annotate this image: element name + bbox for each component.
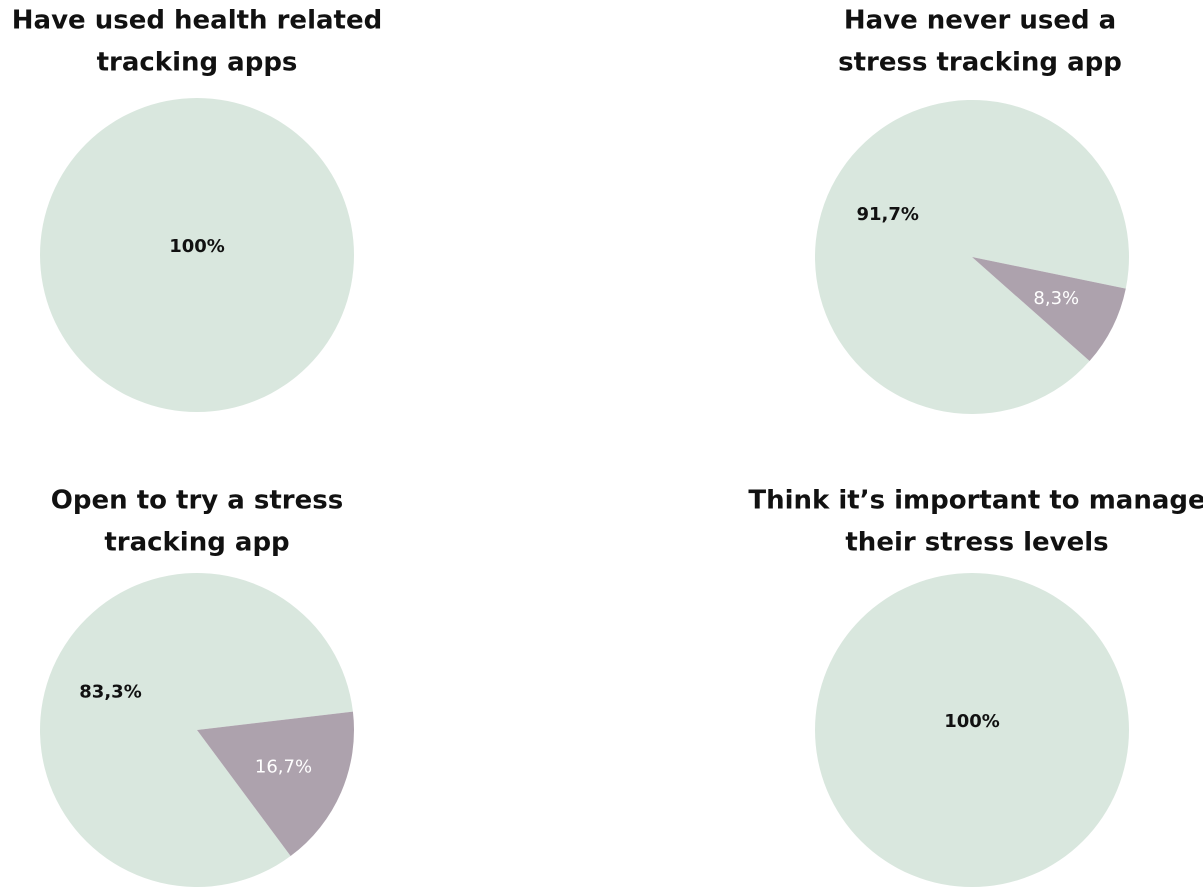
chart-title: tracking app	[104, 528, 289, 558]
data-label: 83,3%	[79, 682, 141, 703]
chart-title: Open to try a stress	[51, 486, 343, 516]
pie-slice	[40, 573, 353, 888]
pie-chart: Have never used a stress tracking app 91,7…	[814, 6, 1129, 415]
chart-title: Have used health related	[12, 6, 382, 36]
pie-chart: Have used health related tracking apps 100…	[12, 6, 382, 412]
chart-title: their stress levels	[845, 528, 1108, 558]
pie-slice	[197, 711, 354, 857]
data-label: 100%	[169, 236, 225, 257]
data-label: 100%	[944, 711, 1000, 732]
chart-title: Have never used a	[844, 6, 1116, 36]
pie-chart: Open to try a stress tracking app 83,3% 16,…	[40, 486, 354, 888]
data-label: 91,7%	[857, 204, 919, 225]
pie-chart: Think it’s important to manage their stre…	[748, 486, 1203, 887]
pie-slice	[40, 98, 354, 412]
chart-title: tracking apps	[97, 48, 298, 78]
pie-slice	[815, 573, 1129, 887]
data-label: 16,7%	[255, 756, 312, 777]
pie-slice	[814, 100, 1129, 415]
chart-title: Think it’s important to manage	[748, 486, 1203, 516]
data-label: 8,3%	[1033, 288, 1079, 309]
chart-title: stress tracking app	[838, 48, 1122, 78]
pie-slice	[972, 257, 1126, 362]
